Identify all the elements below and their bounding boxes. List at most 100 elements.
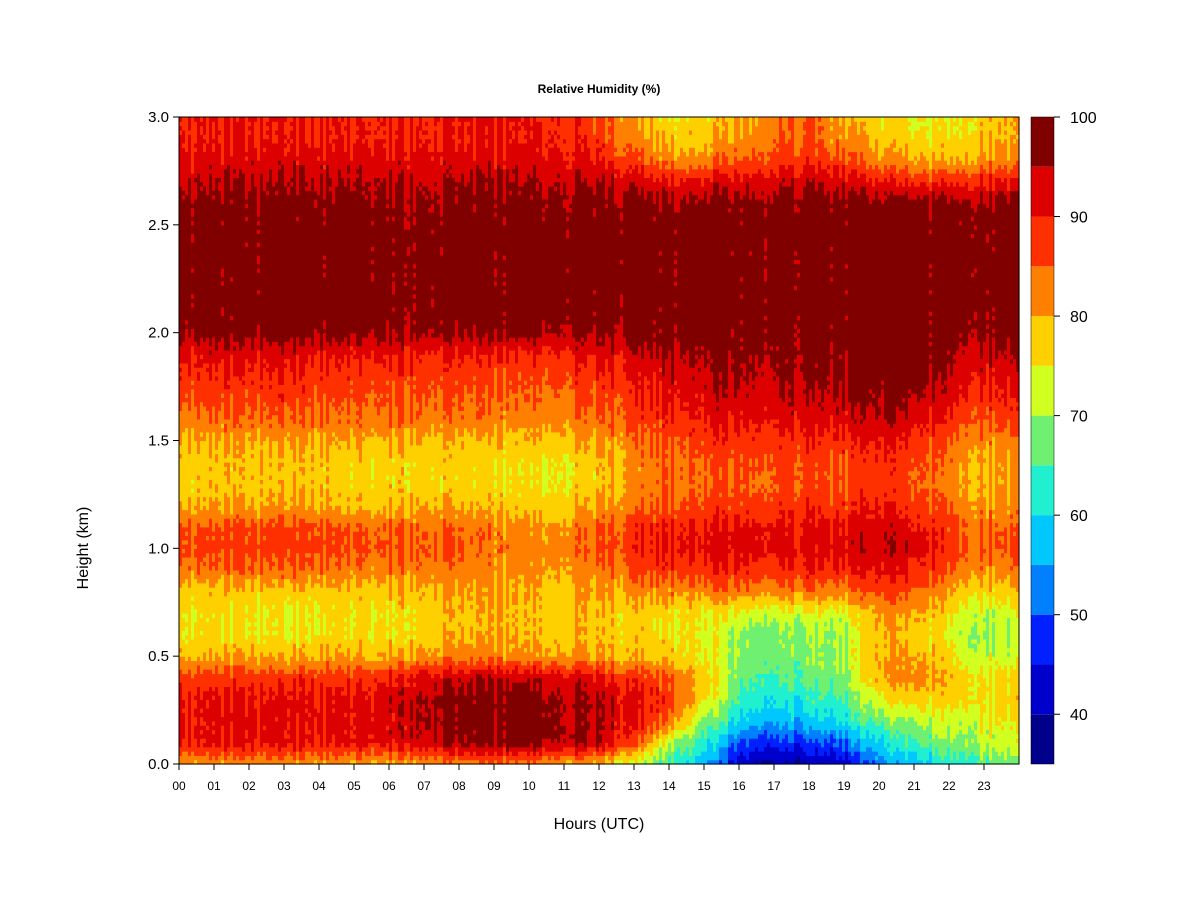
heatmap-cell: [539, 600, 543, 605]
heatmap-cell: [377, 531, 381, 536]
heatmap-cell: [563, 703, 567, 713]
heatmap-cell: [482, 117, 486, 174]
heatmap-cell: [329, 500, 333, 506]
heatmap-cell: [221, 397, 225, 403]
heatmap-cell: [566, 380, 570, 420]
heatmap-cell: [614, 155, 618, 170]
heatmap-cell: [182, 552, 186, 558]
heatmap-cell: [461, 418, 465, 437]
heatmap-cell: [524, 751, 528, 761]
heatmap-cell: [449, 423, 453, 442]
heatmap-cell: [212, 561, 216, 567]
heatmap-cell: [362, 656, 366, 670]
heatmap-cell: [269, 475, 273, 480]
heatmap-cell: [371, 259, 375, 265]
heatmap-cell: [647, 388, 651, 429]
heatmap-cell: [485, 742, 489, 752]
heatmap-cell: [470, 742, 474, 756]
heatmap-cell: [587, 500, 591, 511]
heatmap-cell: [275, 367, 279, 407]
heatmap-cell: [629, 349, 633, 381]
heatmap-cell: [677, 578, 681, 597]
heatmap-cell: [407, 203, 411, 217]
heatmap-cell: [299, 164, 303, 347]
heatmap-cell: [566, 453, 570, 498]
heatmap-cell: [428, 664, 432, 675]
heatmap-cell: [293, 423, 297, 463]
heatmap-cell: [659, 595, 663, 618]
heatmap-cell: [233, 569, 237, 588]
heatmap-cell: [695, 643, 699, 649]
heatmap-cell: [656, 669, 660, 687]
heatmap-cell: [455, 647, 459, 666]
heatmap-cell: [371, 565, 375, 571]
heatmap-cell: [296, 164, 300, 196]
heatmap-cell: [665, 358, 669, 416]
heatmap-cell: [662, 656, 666, 670]
heatmap-cell: [194, 716, 198, 726]
heatmap-cell: [419, 147, 423, 183]
heatmap-cell: [662, 423, 666, 429]
heatmap-cell: [464, 660, 468, 675]
heatmap-cell: [644, 574, 648, 597]
heatmap-cell: [536, 384, 540, 398]
heatmap-cell: [452, 117, 456, 122]
heatmap-cell: [314, 751, 318, 761]
heatmap-cell: [326, 375, 330, 424]
heatmap-cell: [590, 664, 594, 675]
heatmap-cell: [245, 613, 249, 618]
heatmap-cell: [278, 759, 282, 765]
heatmap-cell: [476, 604, 480, 610]
heatmap-cell: [251, 384, 255, 420]
heatmap-cell: [659, 427, 663, 433]
heatmap-cell: [488, 505, 492, 524]
heatmap-cell: [542, 423, 546, 455]
heatmap-cell: [398, 694, 402, 705]
heatmap-cell: [509, 190, 513, 196]
heatmap-cell: [230, 332, 234, 355]
heatmap-cell: [701, 186, 705, 200]
heatmap-cell: [665, 453, 669, 459]
heatmap-cell: [248, 190, 252, 338]
heatmap-cell: [596, 147, 600, 178]
heatmap-cell: [518, 190, 522, 196]
heatmap-cell: [446, 492, 450, 528]
heatmap-cell: [542, 496, 546, 524]
heatmap-cell: [656, 190, 660, 360]
heatmap-cell: [458, 556, 462, 562]
heatmap-cell: [308, 617, 312, 623]
heatmap-cell: [620, 349, 624, 398]
heatmap-cell: [680, 198, 684, 360]
heatmap-cell: [329, 177, 333, 187]
heatmap-cell: [380, 117, 384, 122]
heatmap-cell: [536, 427, 540, 433]
heatmap-cell: [212, 117, 216, 122]
heatmap-cell: [560, 466, 564, 472]
heatmap-cell: [653, 319, 657, 325]
heatmap-cell: [317, 155, 321, 161]
heatmap-cell: [686, 595, 690, 601]
heatmap-cell: [245, 638, 249, 662]
heatmap-cell: [413, 349, 417, 377]
heatmap-cell: [617, 535, 621, 541]
heatmap-cell: [530, 427, 534, 433]
heatmap-cell: [488, 755, 492, 765]
heatmap-cell: [212, 151, 216, 191]
heatmap-cell: [530, 380, 534, 386]
heatmap-cell: [650, 660, 654, 675]
heatmap-cell: [233, 643, 237, 649]
heatmap-cell: [512, 647, 516, 662]
heatmap-cell: [587, 703, 591, 713]
heatmap-cell: [548, 129, 552, 135]
heatmap-cell: [512, 746, 516, 756]
heatmap-cell: [575, 492, 579, 524]
heatmap-cell: [305, 405, 309, 446]
heatmap-cell: [566, 574, 570, 657]
heatmap-cell: [425, 431, 429, 502]
heatmap-cell: [590, 578, 594, 588]
heatmap-cell: [266, 656, 270, 675]
heatmap-cell: [419, 354, 423, 360]
heatmap-cell: [272, 630, 276, 636]
heatmap-cell: [224, 423, 228, 433]
heatmap-cell: [332, 535, 336, 541]
